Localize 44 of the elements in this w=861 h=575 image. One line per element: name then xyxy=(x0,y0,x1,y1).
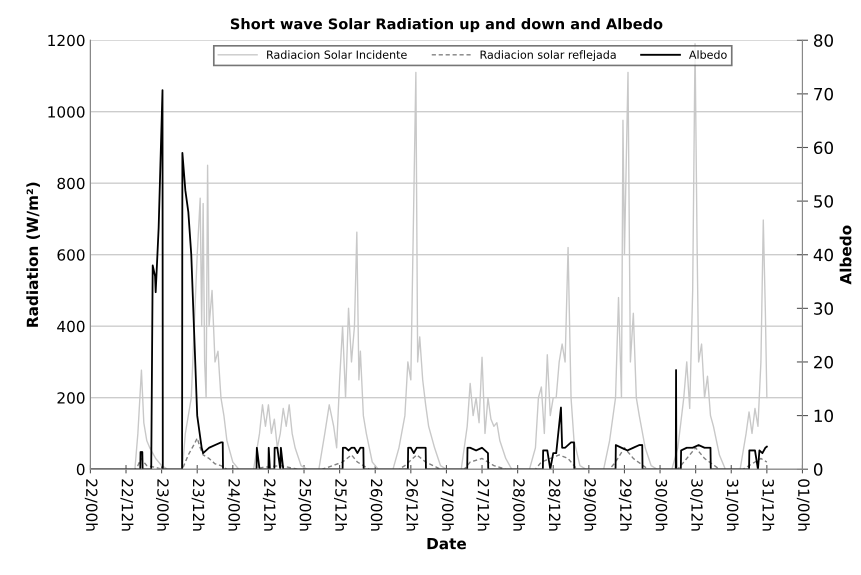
y-tick-label: 800 xyxy=(57,178,85,190)
y-axis-title: Radiation (W/m²) xyxy=(26,182,40,327)
y-tick-label: 200 xyxy=(58,392,85,404)
x-tick-label: 31/00h xyxy=(726,479,739,531)
x-tick-label: 22/00h xyxy=(84,479,98,531)
legend-label: Albedo xyxy=(688,50,727,59)
y-tick-label: 600 xyxy=(57,249,85,261)
x-tick-label: 01/00h xyxy=(796,479,810,531)
x-tick-label: 25/12h xyxy=(334,479,348,531)
y2-tick-label: 20 xyxy=(814,356,833,369)
x-tick-label: 27/00h xyxy=(440,479,454,531)
x-tick-label: 29/00h xyxy=(583,479,596,531)
x-tick-label: 28/12h xyxy=(548,479,561,531)
x-axis-title: Date xyxy=(428,538,466,550)
y2-tick-label: 50 xyxy=(814,195,833,208)
x-tick-label: 30/12h xyxy=(690,479,704,531)
x-tick-label: 24/00h xyxy=(227,479,240,531)
y-tick-label: 400 xyxy=(57,320,85,332)
x-tick-label: 23/12h xyxy=(192,479,205,531)
x-tick-label: 26/12h xyxy=(405,479,418,531)
x-tick-label: 31/12h xyxy=(761,479,774,531)
y-tick-label: 1000 xyxy=(48,106,85,118)
y2-tick-label: 40 xyxy=(814,248,833,262)
y2-axis-title: Albedo xyxy=(840,225,852,285)
x-tick-label: 23/00h xyxy=(156,479,170,531)
y2-tick-label: 30 xyxy=(814,302,833,315)
x-tick-label: 27/12h xyxy=(476,479,490,531)
x-tick-label: 29/12h xyxy=(618,479,632,531)
y-tick-label: 0 xyxy=(76,464,85,476)
x-tick-label: 28/00h xyxy=(512,479,526,531)
y2-tick-label: 80 xyxy=(814,34,833,47)
y2-tick-label: 10 xyxy=(814,410,833,422)
chart-title: Short wave Solar Radiation up and down and Albedo xyxy=(230,18,662,32)
y-tick-label: 1200 xyxy=(48,34,85,46)
legend-label: Radiacion solar reflejada xyxy=(480,50,616,62)
x-tick-label: 30/00h xyxy=(654,479,668,531)
y2-tick-label: 0 xyxy=(814,463,822,476)
y2-tick-label: 60 xyxy=(814,141,833,154)
y2-tick-label: 70 xyxy=(814,88,833,100)
x-tick-label: 24/12h xyxy=(262,479,276,531)
x-tick-label: 22/12h xyxy=(120,479,134,531)
x-tick-label: 26/00h xyxy=(370,479,383,531)
x-tick-label: 25/00h xyxy=(298,479,312,531)
legend-label: Radiacion Solar Incidente xyxy=(267,50,407,59)
